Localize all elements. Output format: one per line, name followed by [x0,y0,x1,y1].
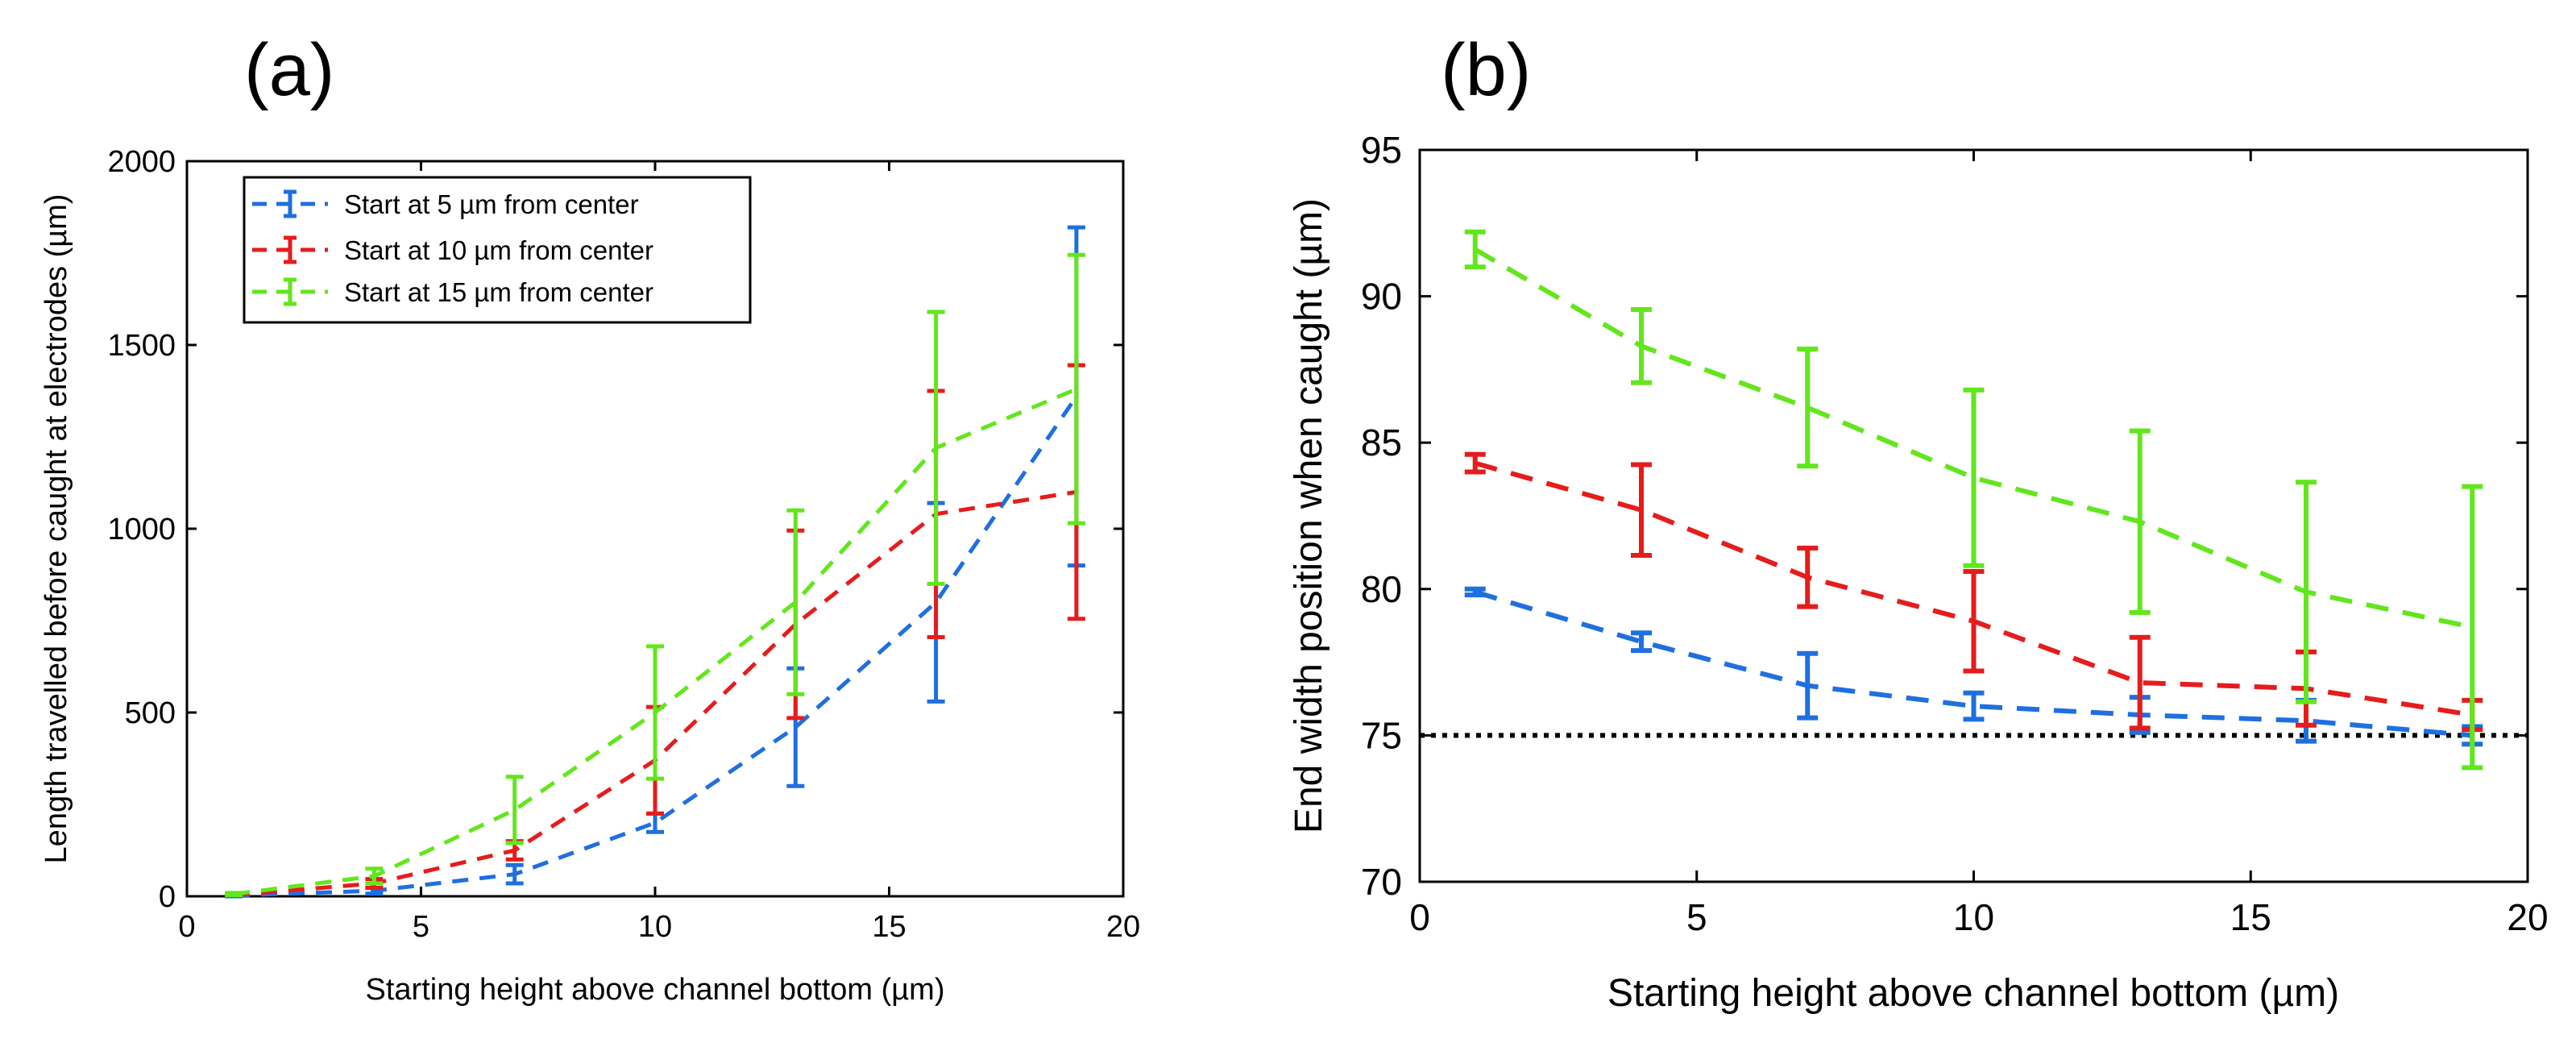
legend-box [243,176,752,324]
legend-entry-1: Start at 5 µm from center [252,189,639,219]
chart-b: 0 5 10 15 20 70 75 80 85 90 95 Starting height abo… [1288,129,2549,1015]
legend-label-1: Start at 5 µm from center [344,189,639,219]
y-tick-label: 70 [1361,861,1402,903]
error-bar [225,891,243,898]
y-tick-label: 1500 [107,329,176,363]
series-3 [1464,229,2483,771]
error-bar [1464,586,1486,598]
x-tick-label: 15 [872,910,906,944]
y-tick-label: 85 [1361,422,1402,463]
chart-a-legend: Start at 5 µm from center Start at 10 µm… [243,176,752,324]
error-bar [2129,428,2151,615]
x-tick-label: 20 [2507,896,2548,938]
chart-a: 0 5 10 15 20 0 500 1000 1500 2000 Starting height… [39,145,1140,1007]
y-tick-label: 500 [125,696,176,730]
x-tick-label: 20 [1106,910,1140,944]
error-bar [1631,306,1652,385]
error-bar [505,775,524,845]
legend-entry-3: Start at 15 µm from center [252,277,653,307]
error-bar [1797,545,1819,609]
x-tick-label: 10 [1953,896,1994,938]
chart-a-ylabel: Length travelled before caught at electr… [39,194,73,864]
x-tick-label: 15 [2230,896,2271,938]
error-bar [927,310,945,586]
chart-b-xlabel: Starting height above channel bottom (µm… [1607,972,2339,1015]
error-bar [1631,630,1652,654]
error-bar [1963,569,1985,674]
chart-a-xlabel: Starting height above channel bottom (µm… [366,973,945,1007]
x-tick-label: 0 [1409,896,1430,938]
x-tick-label: 10 [638,910,672,944]
error-bar [1963,690,1985,722]
chart-b-ylabel: End width position when caught (µm) [1288,198,1330,833]
error-bar [646,644,664,781]
error-bar [505,862,524,886]
error-bar [365,866,384,886]
error-bar [2129,634,2151,731]
x-tick-label: 5 [413,910,429,944]
error-bar [2462,484,2483,771]
error-bar [786,508,805,696]
panel-b-label: (b) [1441,29,1531,111]
error-bar [1797,346,1819,469]
panel-a-label: (a) [244,29,334,111]
y-tick-label: 0 [159,880,176,914]
error-bar [1464,451,1486,475]
legend-label-2: Start at 10 µm from center [344,235,653,265]
error-bar [1797,650,1819,721]
x-tick-label: 0 [178,910,195,944]
y-tick-label: 75 [1361,714,1402,756]
legend-label-3: Start at 15 µm from center [344,277,653,307]
error-bar [1464,229,1486,270]
y-tick-label: 2000 [107,145,176,179]
y-tick-label: 80 [1361,568,1402,610]
y-tick-label: 95 [1361,129,1402,171]
y-tick-label: 1000 [107,513,176,546]
y-tick-label: 90 [1361,276,1402,318]
error-bar [1631,462,1652,559]
error-bar [1067,252,1085,526]
legend-entry-2: Start at 10 µm from center [252,235,653,265]
x-tick-label: 5 [1686,896,1707,938]
error-bar [2296,480,2317,704]
series-3 [225,252,1085,898]
error-bar [1963,387,1985,568]
